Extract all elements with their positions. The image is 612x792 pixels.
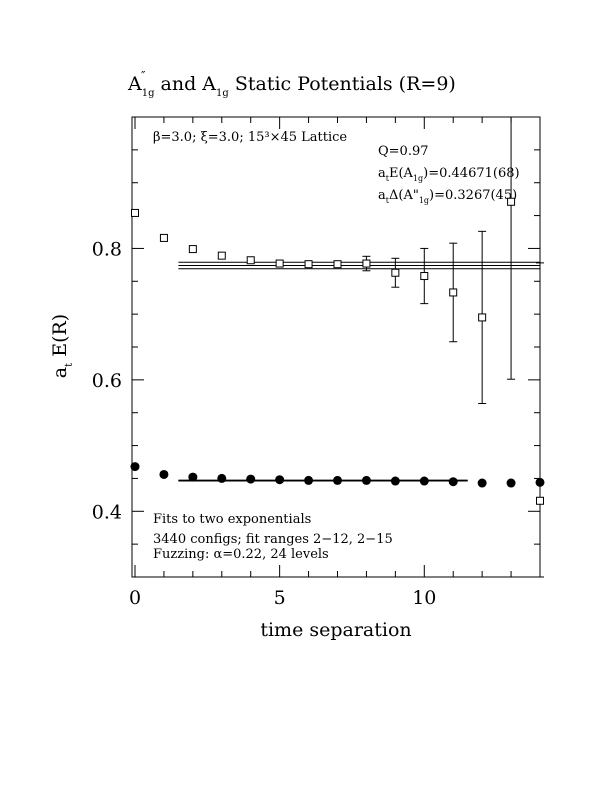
data-point-square [333,260,342,269]
data-point-circle [390,476,400,486]
data-point-square [420,272,429,281]
data-point-circle [159,469,169,479]
data-point-circle [477,478,487,488]
title-double-prime: ″ [141,69,146,83]
lattice-annotation: β=3.0; ξ=3.0; 15³×45 Lattice [153,130,347,145]
data-point-circle [130,462,140,472]
data-point-circle [304,475,314,485]
plot-frame [131,116,541,578]
data-point-square [188,245,197,254]
fuzzing-annotation: Fuzzing: α=0.22, 24 levels [153,547,329,562]
data-point-square [449,288,458,297]
data-marks [130,116,545,578]
data-point-square [275,259,284,268]
q-annotation: Q=0.97 [378,144,429,159]
data-point-circle [275,475,285,485]
data-point-square [391,268,400,277]
data-point-square [304,260,313,269]
fits-annotation: Fits to two exponentials [153,512,311,527]
x-tick-label-0: 0 [129,587,141,609]
data-point-square [362,259,371,268]
data-point-circle [188,472,198,482]
data-point-circle [506,478,516,488]
data-point-circle [361,475,371,485]
data-point-square [159,233,168,242]
data-point-square [478,313,487,322]
data-point-circle [246,474,256,484]
data-point-square [507,197,516,206]
x-tick-label-2: 10 [412,587,436,609]
data-point-circle [333,475,342,485]
y-tick-label-2: 0.8 [92,238,122,260]
chart-title: A1g and A1g Static Potentials (R=9) [127,73,456,99]
y-tick-label-1: 0.6 [92,370,122,392]
tick-labels: 0 5 10 0.4 0.6 0.8 [92,238,437,609]
fit-lines [178,261,540,482]
y-axis-label: at E(R) [49,314,75,378]
data-point-square [536,496,544,505]
data-point-circle [448,477,458,487]
axis-ticks [132,116,541,578]
data-point-square [217,251,226,260]
gap-annotation: atΔ(A"1g)=0.3267(45) [378,188,517,205]
data-point-circle [535,477,545,487]
data-point-square [131,208,139,217]
configs-annotation: 3440 configs; fit ranges 2−12, 2−15 [153,532,393,547]
x-axis-label: time separation [260,619,411,641]
x-tick-label-1: 5 [274,587,286,609]
data-point-circle [217,473,227,483]
data-point-square [246,256,255,265]
data-point-circle [419,476,429,486]
y-tick-label-0: 0.4 [92,501,122,523]
energy-annotation: atE(A1g)=0.44671(68) [378,166,520,183]
